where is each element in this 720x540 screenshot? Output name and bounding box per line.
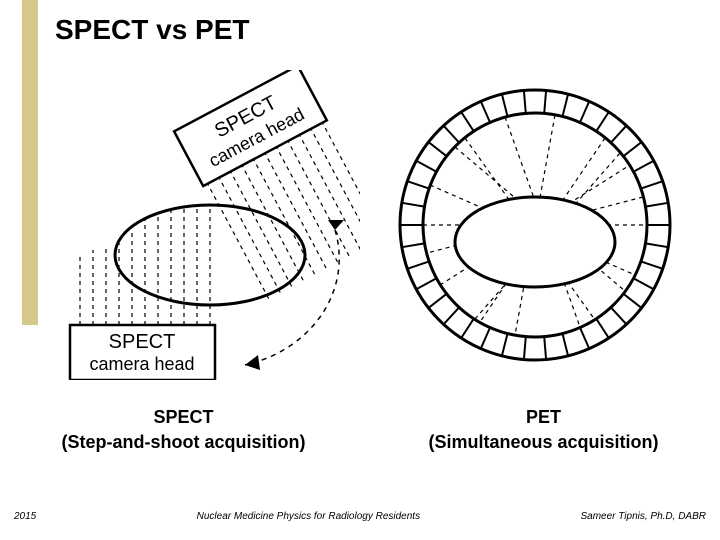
spect-label-title: SPECT (61, 405, 305, 430)
footer-title: Nuclear Medicine Physics for Radiology R… (36, 511, 580, 522)
svg-text:SPECT: SPECT (109, 331, 176, 353)
pet-label: PET (Simultaneous acquisition) (428, 405, 658, 455)
svg-text:camera head: camera head (89, 354, 194, 374)
spect-diagram: SPECT camera head SPECT camera head (50, 70, 360, 380)
pet-label-sub: (Simultaneous acquisition) (428, 430, 658, 455)
footer-year: 2015 (14, 511, 36, 522)
footer: 2015 Nuclear Medicine Physics for Radiol… (0, 511, 720, 522)
pet-diagram (380, 70, 690, 380)
footer-author: Sameer Tipnis, Ph.D, DABR (580, 511, 706, 522)
slide-title: SPECT vs PET (55, 14, 250, 46)
accent-bar (22, 0, 38, 325)
labels-row: SPECT (Step-and-shoot acquisition) PET (… (0, 405, 720, 455)
spect-label: SPECT (Step-and-shoot acquisition) (61, 405, 305, 455)
diagram-row: SPECT camera head SPECT camera head (50, 70, 690, 390)
pet-label-title: PET (428, 405, 658, 430)
spect-label-sub: (Step-and-shoot acquisition) (61, 430, 305, 455)
